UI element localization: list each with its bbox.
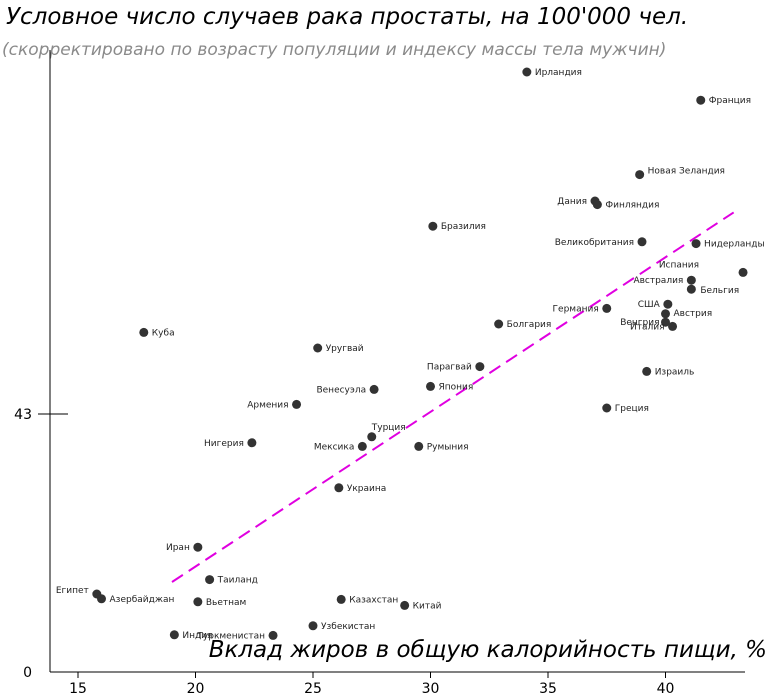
- data-point: [668, 321, 678, 331]
- point-label: Вьетнам: [206, 598, 246, 608]
- x-tick-label: 25: [304, 681, 322, 697]
- point-label: Австрия: [674, 309, 713, 319]
- x-tick-label: 20: [187, 681, 205, 697]
- data-point: [367, 432, 377, 442]
- point-label: Куба: [152, 328, 175, 338]
- point-label: Италия: [630, 322, 665, 332]
- point-label: Великобритания: [555, 238, 634, 248]
- data-point: [97, 594, 106, 604]
- point-label: Узбекистан: [321, 622, 375, 632]
- point-label: Уругвай: [326, 344, 364, 354]
- point-label: Бразилия: [441, 222, 486, 232]
- data-point: [494, 319, 504, 329]
- point-label: Парагвай: [427, 363, 472, 373]
- x-tick-label: 35: [539, 681, 557, 697]
- point-label: Австралия: [633, 276, 683, 286]
- point-label: Израиль: [655, 367, 695, 377]
- chart-title: Условное число случаев рака простаты, на…: [6, 4, 689, 30]
- data-point: [169, 630, 179, 640]
- data-point: [139, 327, 149, 337]
- point-label: Китай: [413, 601, 442, 611]
- data-point: [400, 600, 410, 610]
- data-point: [738, 267, 748, 277]
- point-label: Бельгия: [700, 286, 739, 296]
- data-point: [193, 597, 203, 607]
- point-label: США: [638, 300, 661, 310]
- point-label: Азербайджан: [110, 595, 175, 605]
- point-label: Армения: [247, 400, 288, 410]
- data-point: [369, 384, 379, 394]
- data-point: [313, 343, 323, 353]
- point-label: Венесуэла: [316, 385, 366, 395]
- point-label: Туркменистан: [196, 631, 265, 641]
- point-label: Украина: [347, 484, 386, 494]
- point-label: Нигерия: [204, 439, 244, 449]
- y-tick-label: 43: [14, 407, 32, 423]
- point-label: Таиланд: [217, 576, 258, 586]
- trend-line: [171, 211, 735, 583]
- x-tick-label: 30: [422, 681, 440, 697]
- point-label: Нидерланды: [704, 240, 765, 250]
- data-point: [691, 239, 701, 249]
- data-point: [414, 441, 424, 451]
- data-point: [428, 221, 438, 231]
- data-point: [308, 621, 318, 631]
- point-label: Франция: [709, 96, 751, 106]
- data-point: [637, 237, 647, 247]
- data-point: [193, 542, 203, 552]
- point-label: Ирландия: [535, 68, 582, 78]
- point-label: Румыния: [427, 442, 469, 452]
- data-point: [686, 284, 696, 294]
- data-point: [696, 95, 706, 105]
- data-point: [268, 630, 278, 640]
- point-label: Греция: [615, 404, 649, 414]
- data-point: [602, 403, 612, 413]
- data-point: [602, 303, 612, 313]
- data-point: [686, 275, 696, 285]
- data-point: [475, 362, 485, 372]
- x-tick-label: 15: [69, 681, 87, 697]
- data-point: [247, 438, 257, 448]
- data-point: [357, 441, 367, 451]
- data-point: [592, 200, 602, 210]
- data-point: [205, 575, 215, 585]
- point-label: Финляндия: [605, 201, 659, 211]
- data-point: [334, 483, 344, 493]
- point-label: Индия: [182, 631, 212, 641]
- point-label: Казахстан: [349, 595, 398, 605]
- point-label: Турция: [371, 423, 406, 433]
- y-tick-label: 0: [23, 665, 32, 681]
- data-point: [426, 381, 435, 391]
- data-point: [635, 170, 645, 180]
- point-label: Германия: [553, 304, 599, 314]
- x-tick-label: 40: [657, 681, 675, 697]
- point-label: Венгрия: [620, 318, 659, 328]
- data-point: [336, 594, 346, 604]
- point-label: Египет: [56, 586, 89, 596]
- data-point: [661, 309, 670, 319]
- x-axis-label: Вклад жиров в общую калорийность пищи, %: [208, 637, 767, 663]
- point-label: Иран: [166, 543, 190, 553]
- data-point: [663, 299, 673, 309]
- point-label: Испания: [659, 260, 699, 270]
- data-point: [661, 317, 670, 327]
- point-label: Новая Зеландия: [648, 167, 725, 177]
- point-label: Дания: [557, 197, 587, 207]
- point-label: Мексика: [314, 442, 355, 452]
- data-point: [642, 366, 652, 376]
- point-label: Болгария: [507, 320, 552, 330]
- data-point: [522, 67, 532, 77]
- data-point: [292, 399, 302, 409]
- chart-subtitle: (скорректировано по возрасту популяции и…: [2, 40, 667, 60]
- point-label: Япония: [439, 382, 474, 392]
